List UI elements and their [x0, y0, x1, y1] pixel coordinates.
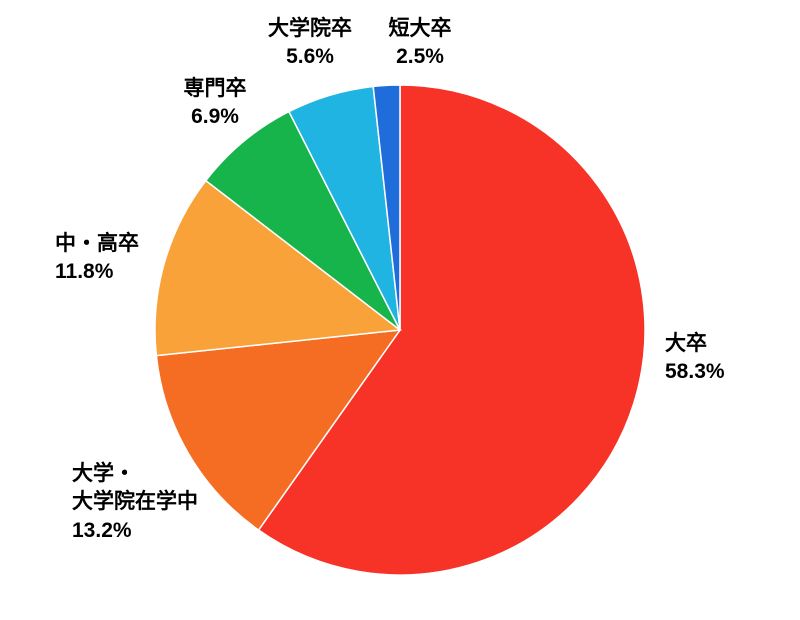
slice-name: 中・高卒: [55, 230, 139, 258]
slice-label: 大学院卒5.6%: [268, 15, 352, 72]
slice-name: 専門卒: [184, 75, 247, 103]
slice-label: 大学・大学院在学中13.2%: [72, 460, 198, 545]
slice-name: 大卒: [665, 330, 725, 358]
pie-chart: 大卒58.3% 大学・大学院在学中13.2% 中・高卒11.8% 専門卒6.9% 大学院…: [0, 0, 800, 620]
slice-name: 大学院在学中: [72, 488, 198, 516]
slice-label: 大卒58.3%: [665, 330, 725, 387]
slice-name: 大学・: [72, 460, 198, 488]
slice-percent: 5.6%: [268, 43, 352, 71]
slice-name: 短大卒: [389, 15, 452, 43]
slice-percent: 2.5%: [389, 43, 452, 71]
slice-label: 短大卒2.5%: [389, 15, 452, 72]
slice-name: 大学院卒: [268, 15, 352, 43]
slice-percent: 6.9%: [184, 103, 247, 131]
slice-label: 専門卒6.9%: [184, 75, 247, 132]
slice-percent: 11.8%: [55, 258, 139, 286]
slice-percent: 58.3%: [665, 358, 725, 386]
slice-percent: 13.2%: [72, 517, 198, 545]
slice-label: 中・高卒11.8%: [55, 230, 139, 287]
